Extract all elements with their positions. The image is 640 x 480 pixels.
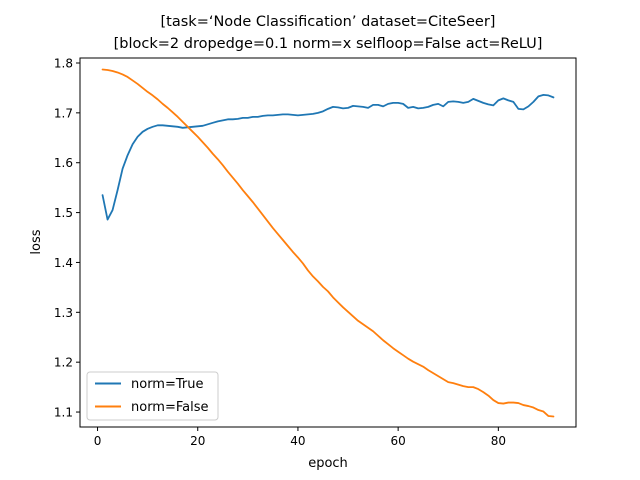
series-line-norm-false [101, 68, 555, 418]
x-tick-label: 80 [491, 434, 506, 448]
y-tick-label: 1.3 [54, 306, 73, 320]
y-tick-label: 1.7 [54, 106, 73, 120]
series-line-norm-true [101, 94, 555, 221]
x-tick-label: 40 [290, 434, 305, 448]
y-tick-label: 1.1 [54, 406, 73, 420]
x-tick-label: 60 [391, 434, 406, 448]
legend-label-norm-true: norm=True [131, 377, 203, 392]
y-axis-ticks: 1.1 1.2 1.3 1.4 1.5 1.6 1.7 1.8 [54, 56, 80, 420]
x-axis-ticks: 0 20 40 60 80 [94, 427, 506, 448]
series-layer [101, 68, 555, 418]
legend-label-norm-false: norm=False [131, 400, 209, 415]
y-tick-label: 1.8 [54, 56, 73, 70]
y-tick-label: 1.2 [54, 356, 73, 370]
x-axis-label: epoch [308, 456, 348, 471]
y-tick-label: 1.4 [54, 256, 73, 270]
y-tick-label: 1.5 [54, 206, 73, 220]
x-tick-label: 20 [190, 434, 205, 448]
plot-frame [79, 57, 577, 428]
legend: norm=True norm=False [86, 371, 219, 421]
x-tick-label: 0 [94, 434, 102, 448]
chart-title-line2: [block=2 dropedge=0.1 norm=x selfloop=Fa… [114, 36, 543, 52]
y-axis-label: loss [29, 229, 44, 254]
chart-title-line1: [task=‘Node Classification’ dataset=Cite… [161, 14, 496, 30]
y-tick-label: 1.6 [54, 156, 73, 170]
